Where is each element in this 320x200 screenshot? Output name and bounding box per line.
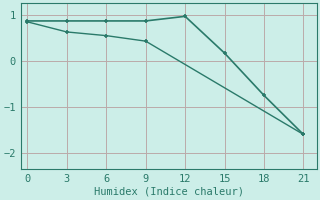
X-axis label: Humidex (Indice chaleur): Humidex (Indice chaleur): [94, 187, 244, 197]
